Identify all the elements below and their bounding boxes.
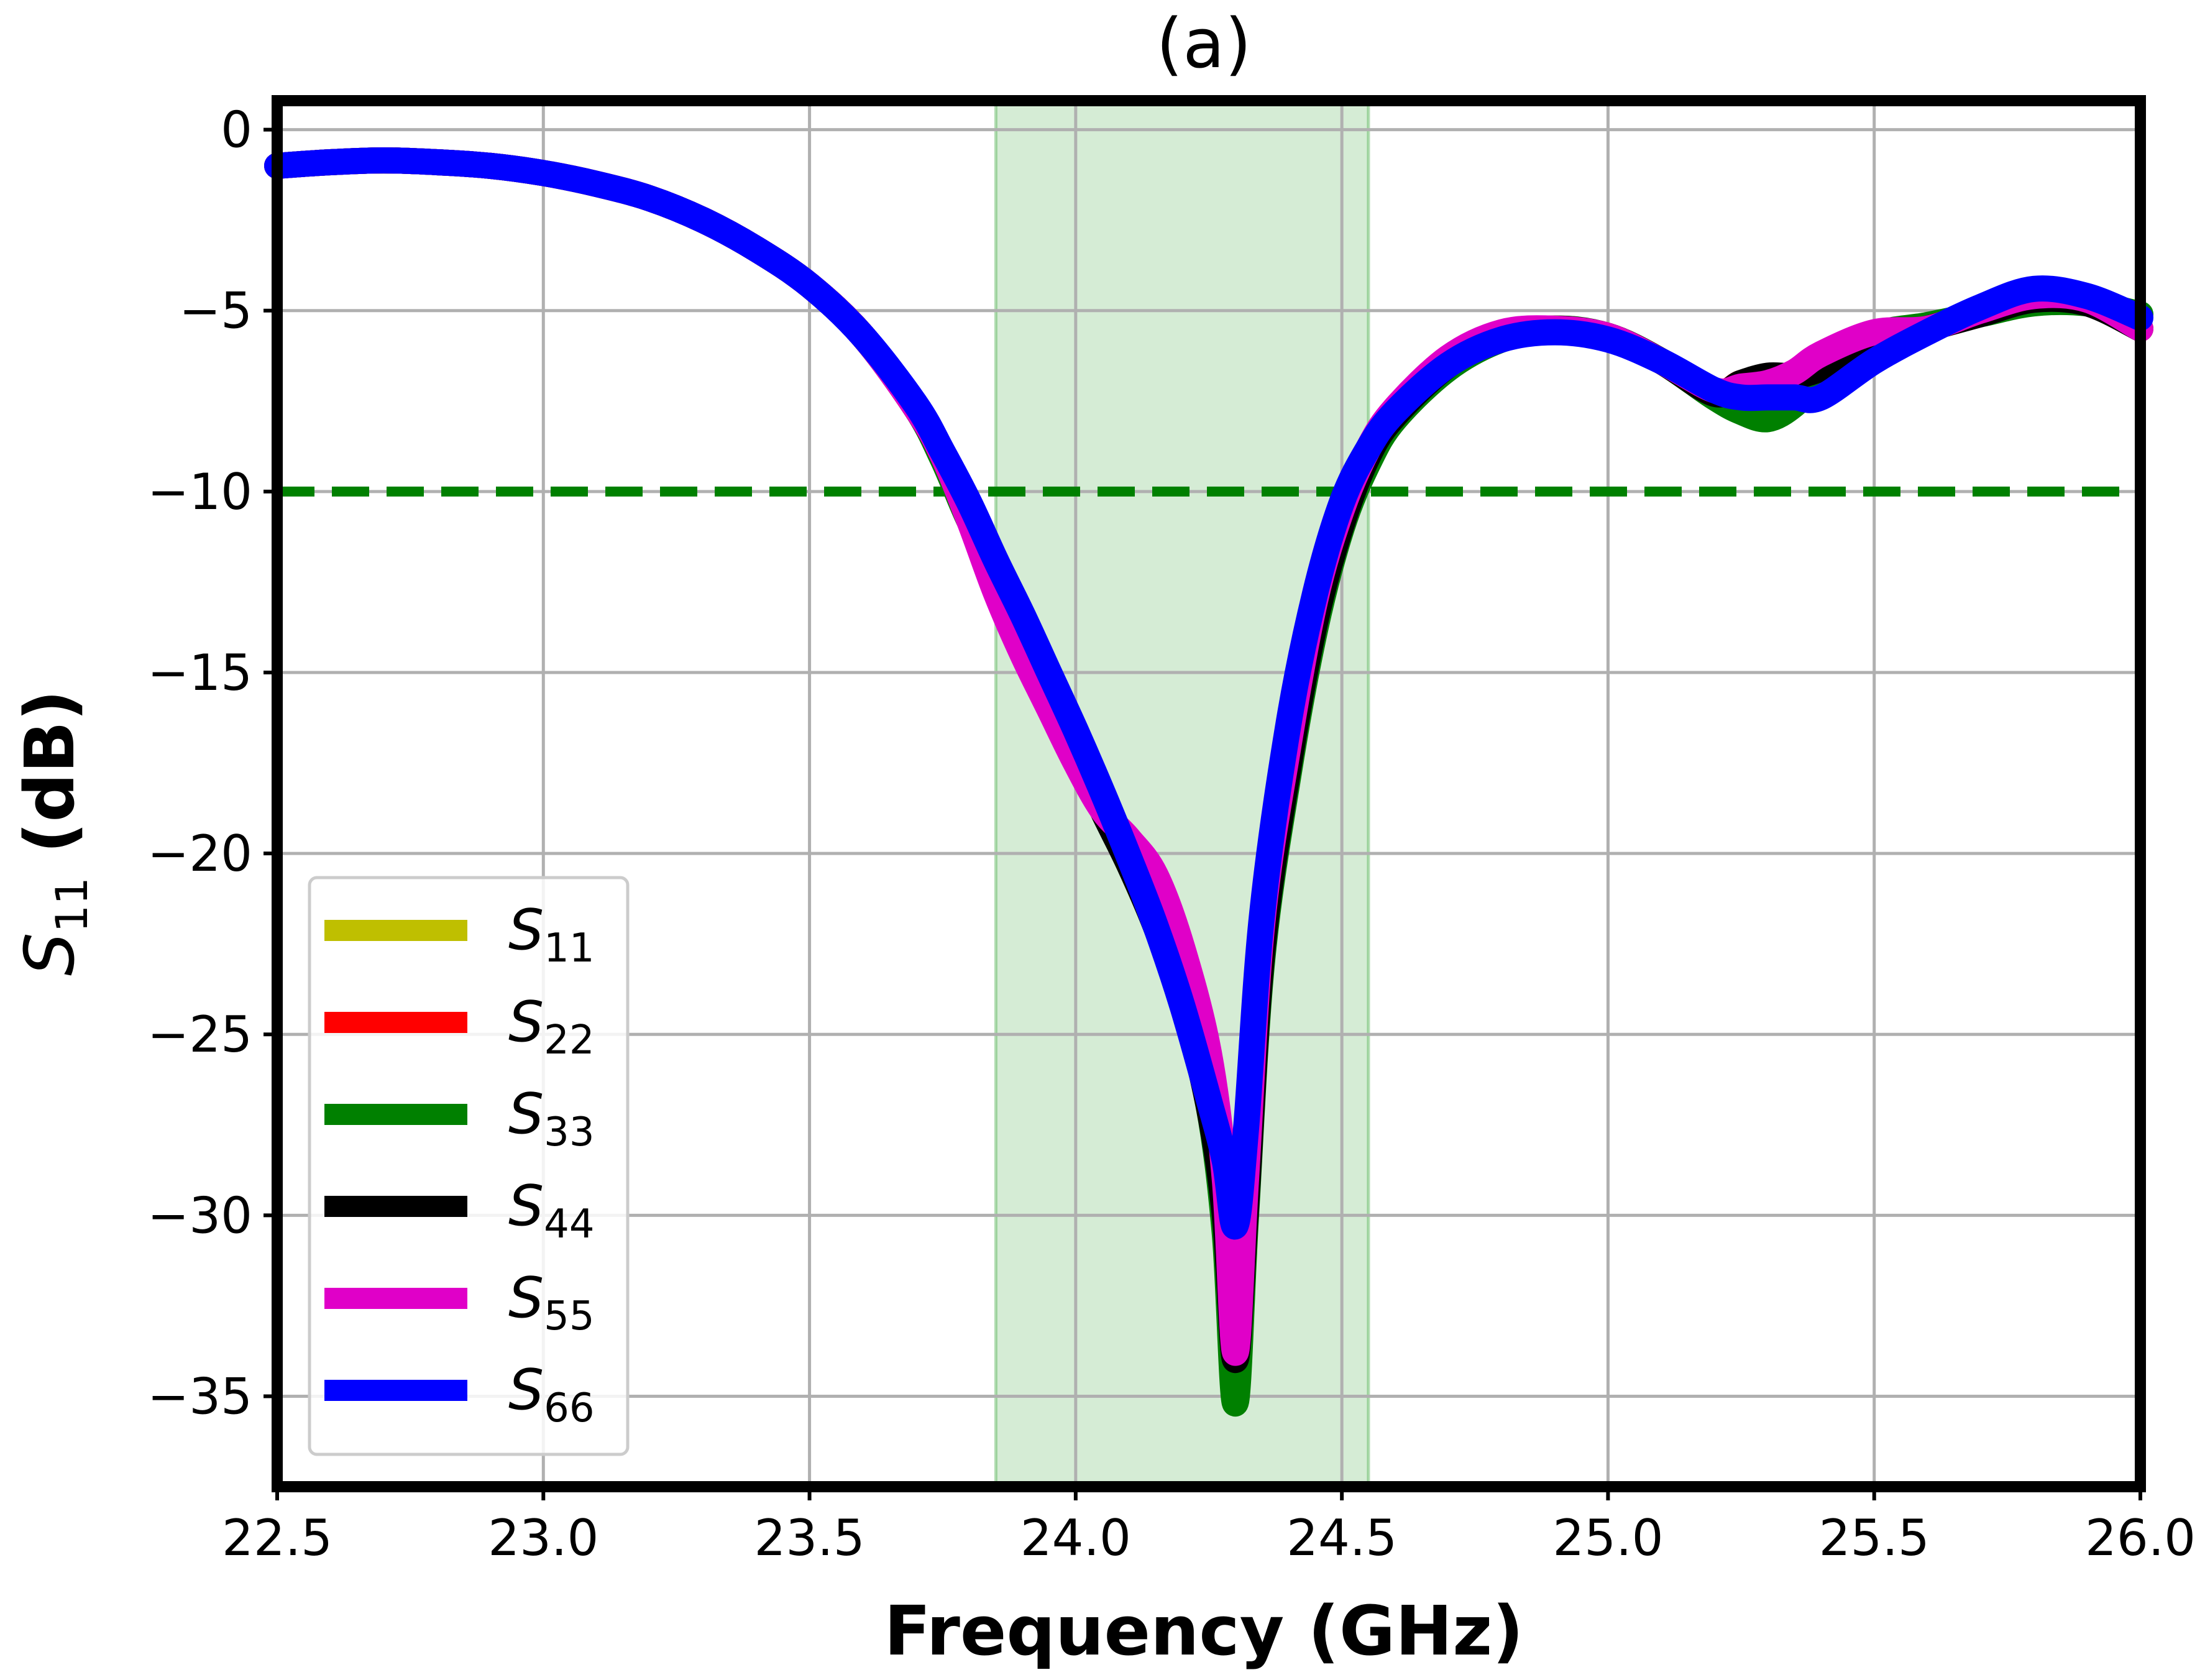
y-axis-title: S11 (dB) — [10, 690, 98, 976]
x-tick-label: 23.0 — [488, 1509, 598, 1567]
y-axis-title-unit: (dB) — [10, 690, 89, 877]
legend-label-subscript: 33 — [544, 1109, 594, 1155]
legend-label-subscript: 66 — [544, 1385, 594, 1431]
legend-label-main: S — [508, 1357, 544, 1423]
legend-label-subscript: 22 — [544, 1017, 594, 1063]
axis-ticks — [264, 127, 2142, 1500]
y-tick-label: −10 — [147, 463, 252, 521]
plot-frame — [272, 95, 2146, 1492]
x-axis-title: Frequency (GHz) — [884, 1591, 1523, 1671]
y-tick-label: 0 — [221, 101, 252, 159]
y-tick-label: −30 — [147, 1187, 252, 1244]
chart-title: (a) — [1156, 4, 1251, 83]
x-tick-label: 24.5 — [1286, 1509, 1397, 1567]
y-tick-label: −15 — [147, 644, 252, 702]
y-tick-labels: 0 −5 −10 −15 −20 −25 −30 −35 — [147, 101, 252, 1426]
legend-label-main: S — [508, 1173, 544, 1239]
series-lines — [264, 147, 2153, 1417]
legend-label-main: S — [508, 989, 544, 1055]
legend-label-subscript: 55 — [544, 1293, 594, 1339]
x-tick-label: 26.0 — [2085, 1509, 2196, 1567]
y-tick-label: −20 — [147, 825, 252, 883]
y-axis-title-subscript: 11 — [47, 877, 98, 932]
x-tick-label: 22.5 — [222, 1509, 332, 1567]
x-tick-label: 24.0 — [1020, 1509, 1131, 1567]
y-axis-title-main: S — [10, 932, 89, 976]
x-tick-label: 23.5 — [754, 1509, 865, 1567]
legend-label-subscript: 44 — [544, 1201, 594, 1247]
legend-label-main: S — [508, 1081, 544, 1147]
legend-label-s33: S33 — [508, 1081, 595, 1155]
legend-label-s22: S22 — [508, 989, 595, 1063]
y-tick-label: −25 — [147, 1006, 252, 1063]
legend-label-s55: S55 — [508, 1265, 595, 1339]
legend-label-s66: S66 — [508, 1357, 595, 1431]
x-tick-labels: 22.5 23.0 23.5 24.0 24.5 25.0 25.5 26.0 — [222, 1509, 2196, 1567]
x-tick-label: 25.5 — [1819, 1509, 1930, 1567]
y-tick-label: −35 — [147, 1367, 252, 1425]
passband-shading — [994, 99, 1370, 1489]
legend-label-main: S — [508, 897, 544, 963]
legend-label-main: S — [508, 1265, 544, 1331]
series-line-s66 — [264, 147, 2153, 1240]
legend-label-s11: S11 — [508, 897, 595, 971]
legend-label-subscript: 11 — [544, 925, 594, 971]
x-tick-label: 25.0 — [1552, 1509, 1663, 1567]
y-tick-label: −5 — [179, 282, 252, 340]
legend-label-s44: S44 — [508, 1173, 595, 1247]
